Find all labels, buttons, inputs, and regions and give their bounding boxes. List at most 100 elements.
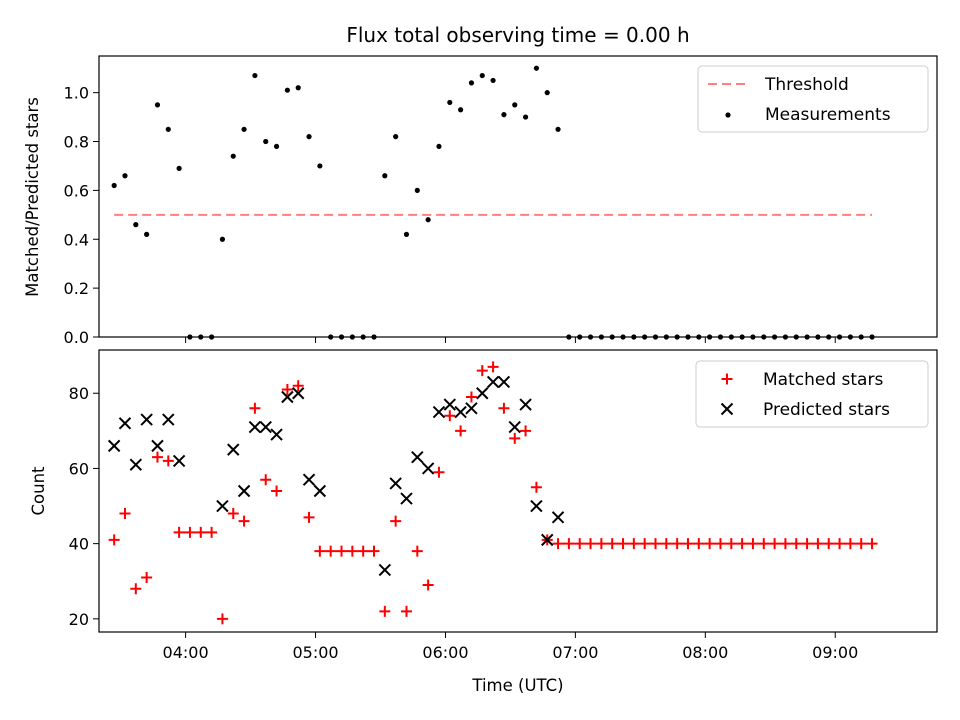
matched-star-point bbox=[422, 579, 434, 591]
count-x-tick-label: 04:00 bbox=[163, 643, 209, 662]
measurement-point bbox=[403, 231, 410, 237]
predicted-star-point bbox=[541, 533, 554, 547]
measurement-point bbox=[436, 143, 442, 150]
matched-star-point bbox=[650, 538, 662, 550]
predicted-star-point bbox=[411, 450, 424, 464]
matched-star-point bbox=[433, 466, 445, 478]
matched-star-point bbox=[693, 538, 705, 550]
matched-star-point bbox=[455, 425, 467, 437]
predicted-stars-points bbox=[107, 375, 565, 577]
predicted-star-point bbox=[302, 473, 316, 486]
ratio-y-tick-label: 0.6 bbox=[64, 181, 89, 200]
matched-star-point bbox=[281, 383, 293, 395]
matched-star-point bbox=[195, 526, 207, 538]
matched-star-point bbox=[725, 538, 737, 550]
matched-star-point bbox=[249, 402, 261, 414]
legend-predicted-label: Predicted stars bbox=[763, 400, 890, 420]
matched-star-point bbox=[530, 481, 542, 493]
measurement-point bbox=[468, 80, 475, 86]
count-x-tick-label: 05:00 bbox=[292, 643, 338, 662]
matched-star-point bbox=[444, 410, 456, 422]
predicted-star-point bbox=[465, 402, 478, 415]
measurement-point bbox=[144, 231, 150, 237]
legend-matched-marker bbox=[721, 373, 733, 385]
predicted-star-point bbox=[140, 413, 153, 426]
count-y-label: Count bbox=[29, 466, 48, 516]
matched-star-point bbox=[769, 538, 781, 550]
matched-star-point bbox=[595, 538, 607, 550]
measurement-point bbox=[458, 107, 464, 113]
matched-star-point bbox=[227, 508, 239, 520]
matched-star-point bbox=[216, 613, 228, 625]
count-x-ticks: 04:00 05:00 06:00 07:00 08:00 09:00 bbox=[163, 632, 858, 662]
predicted-star-point bbox=[443, 398, 456, 411]
matched-star-point bbox=[563, 538, 575, 550]
matched-star-point bbox=[866, 538, 878, 550]
measurement-point bbox=[176, 165, 182, 171]
matched-star-point bbox=[271, 485, 283, 497]
predicted-star-point bbox=[281, 390, 294, 404]
matched-star-point bbox=[260, 474, 272, 486]
matched-star-point bbox=[357, 545, 369, 557]
ratio-axes-frame bbox=[98, 55, 938, 338]
matched-star-point bbox=[747, 538, 759, 550]
matched-star-point bbox=[682, 538, 694, 550]
legend-measurement-swatch bbox=[725, 112, 731, 118]
measurement-point bbox=[414, 187, 420, 193]
measurement-point bbox=[555, 126, 561, 132]
ratio-legend-box bbox=[697, 65, 929, 133]
matched-star-point bbox=[184, 526, 196, 538]
count-x-tick-label: 06:00 bbox=[422, 643, 468, 662]
matched-star-point bbox=[606, 538, 618, 550]
matched-star-point bbox=[487, 361, 499, 373]
count-y-tick-label: 40 bbox=[69, 535, 89, 554]
predicted-star-point bbox=[227, 443, 240, 456]
count-legend: Matched stars Predicted stars bbox=[695, 360, 929, 428]
matched-star-point bbox=[465, 391, 477, 403]
ratio-y-tick-label: 0.2 bbox=[64, 279, 89, 298]
ratio-y-label: Matched/Predicted stars bbox=[23, 97, 42, 297]
matched-star-point bbox=[336, 545, 348, 557]
matched-star-point bbox=[823, 538, 835, 550]
predicted-star-point bbox=[162, 413, 175, 426]
legend-measurement-label: Measurements bbox=[765, 105, 891, 125]
matched-star-point bbox=[151, 451, 163, 463]
matched-star-point bbox=[834, 538, 846, 550]
predicted-star-point bbox=[400, 492, 413, 505]
matched-star-point bbox=[574, 538, 586, 550]
measurement-point bbox=[533, 65, 540, 71]
legend-matched-label: Matched stars bbox=[763, 370, 883, 390]
matched-star-point bbox=[552, 538, 564, 550]
predicted-star-point bbox=[551, 511, 565, 524]
legend-threshold-label: Threshold bbox=[764, 75, 849, 95]
predicted-star-point bbox=[389, 477, 402, 490]
ratio-y-tick-label: 0.4 bbox=[64, 230, 89, 249]
matched-star-point bbox=[704, 538, 716, 550]
measurement-point bbox=[317, 163, 323, 169]
measurement-point bbox=[490, 77, 496, 84]
predicted-star-point bbox=[259, 420, 272, 434]
ratio-panel: 0.0 0.2 0.4 0.6 0.8 1.0 Matched/Predicted sta… bbox=[23, 55, 938, 347]
measurement-point bbox=[111, 182, 117, 189]
measurement-point bbox=[263, 138, 269, 145]
measurement-point bbox=[501, 112, 507, 118]
measurement-point bbox=[447, 99, 453, 106]
matched-star-point bbox=[714, 538, 726, 550]
count-y-tick-label: 60 bbox=[69, 459, 89, 478]
count-y-tick-label: 80 bbox=[69, 384, 89, 403]
ratio-y-tick-label: 1.0 bbox=[64, 84, 89, 103]
measurement-point bbox=[273, 143, 280, 150]
predicted-star-point bbox=[248, 420, 262, 434]
legend-predicted-swatch bbox=[720, 402, 734, 416]
matched-star-point bbox=[411, 545, 423, 557]
measurement-point bbox=[544, 90, 550, 96]
matched-star-point bbox=[779, 538, 791, 550]
measurement-point bbox=[479, 72, 485, 79]
matched-star-point bbox=[520, 425, 532, 437]
matched-star-point bbox=[303, 511, 315, 523]
matched-star-point bbox=[736, 538, 748, 550]
predicted-star-point bbox=[172, 454, 186, 468]
matched-star-point bbox=[801, 538, 813, 550]
predicted-star-point bbox=[378, 563, 392, 577]
